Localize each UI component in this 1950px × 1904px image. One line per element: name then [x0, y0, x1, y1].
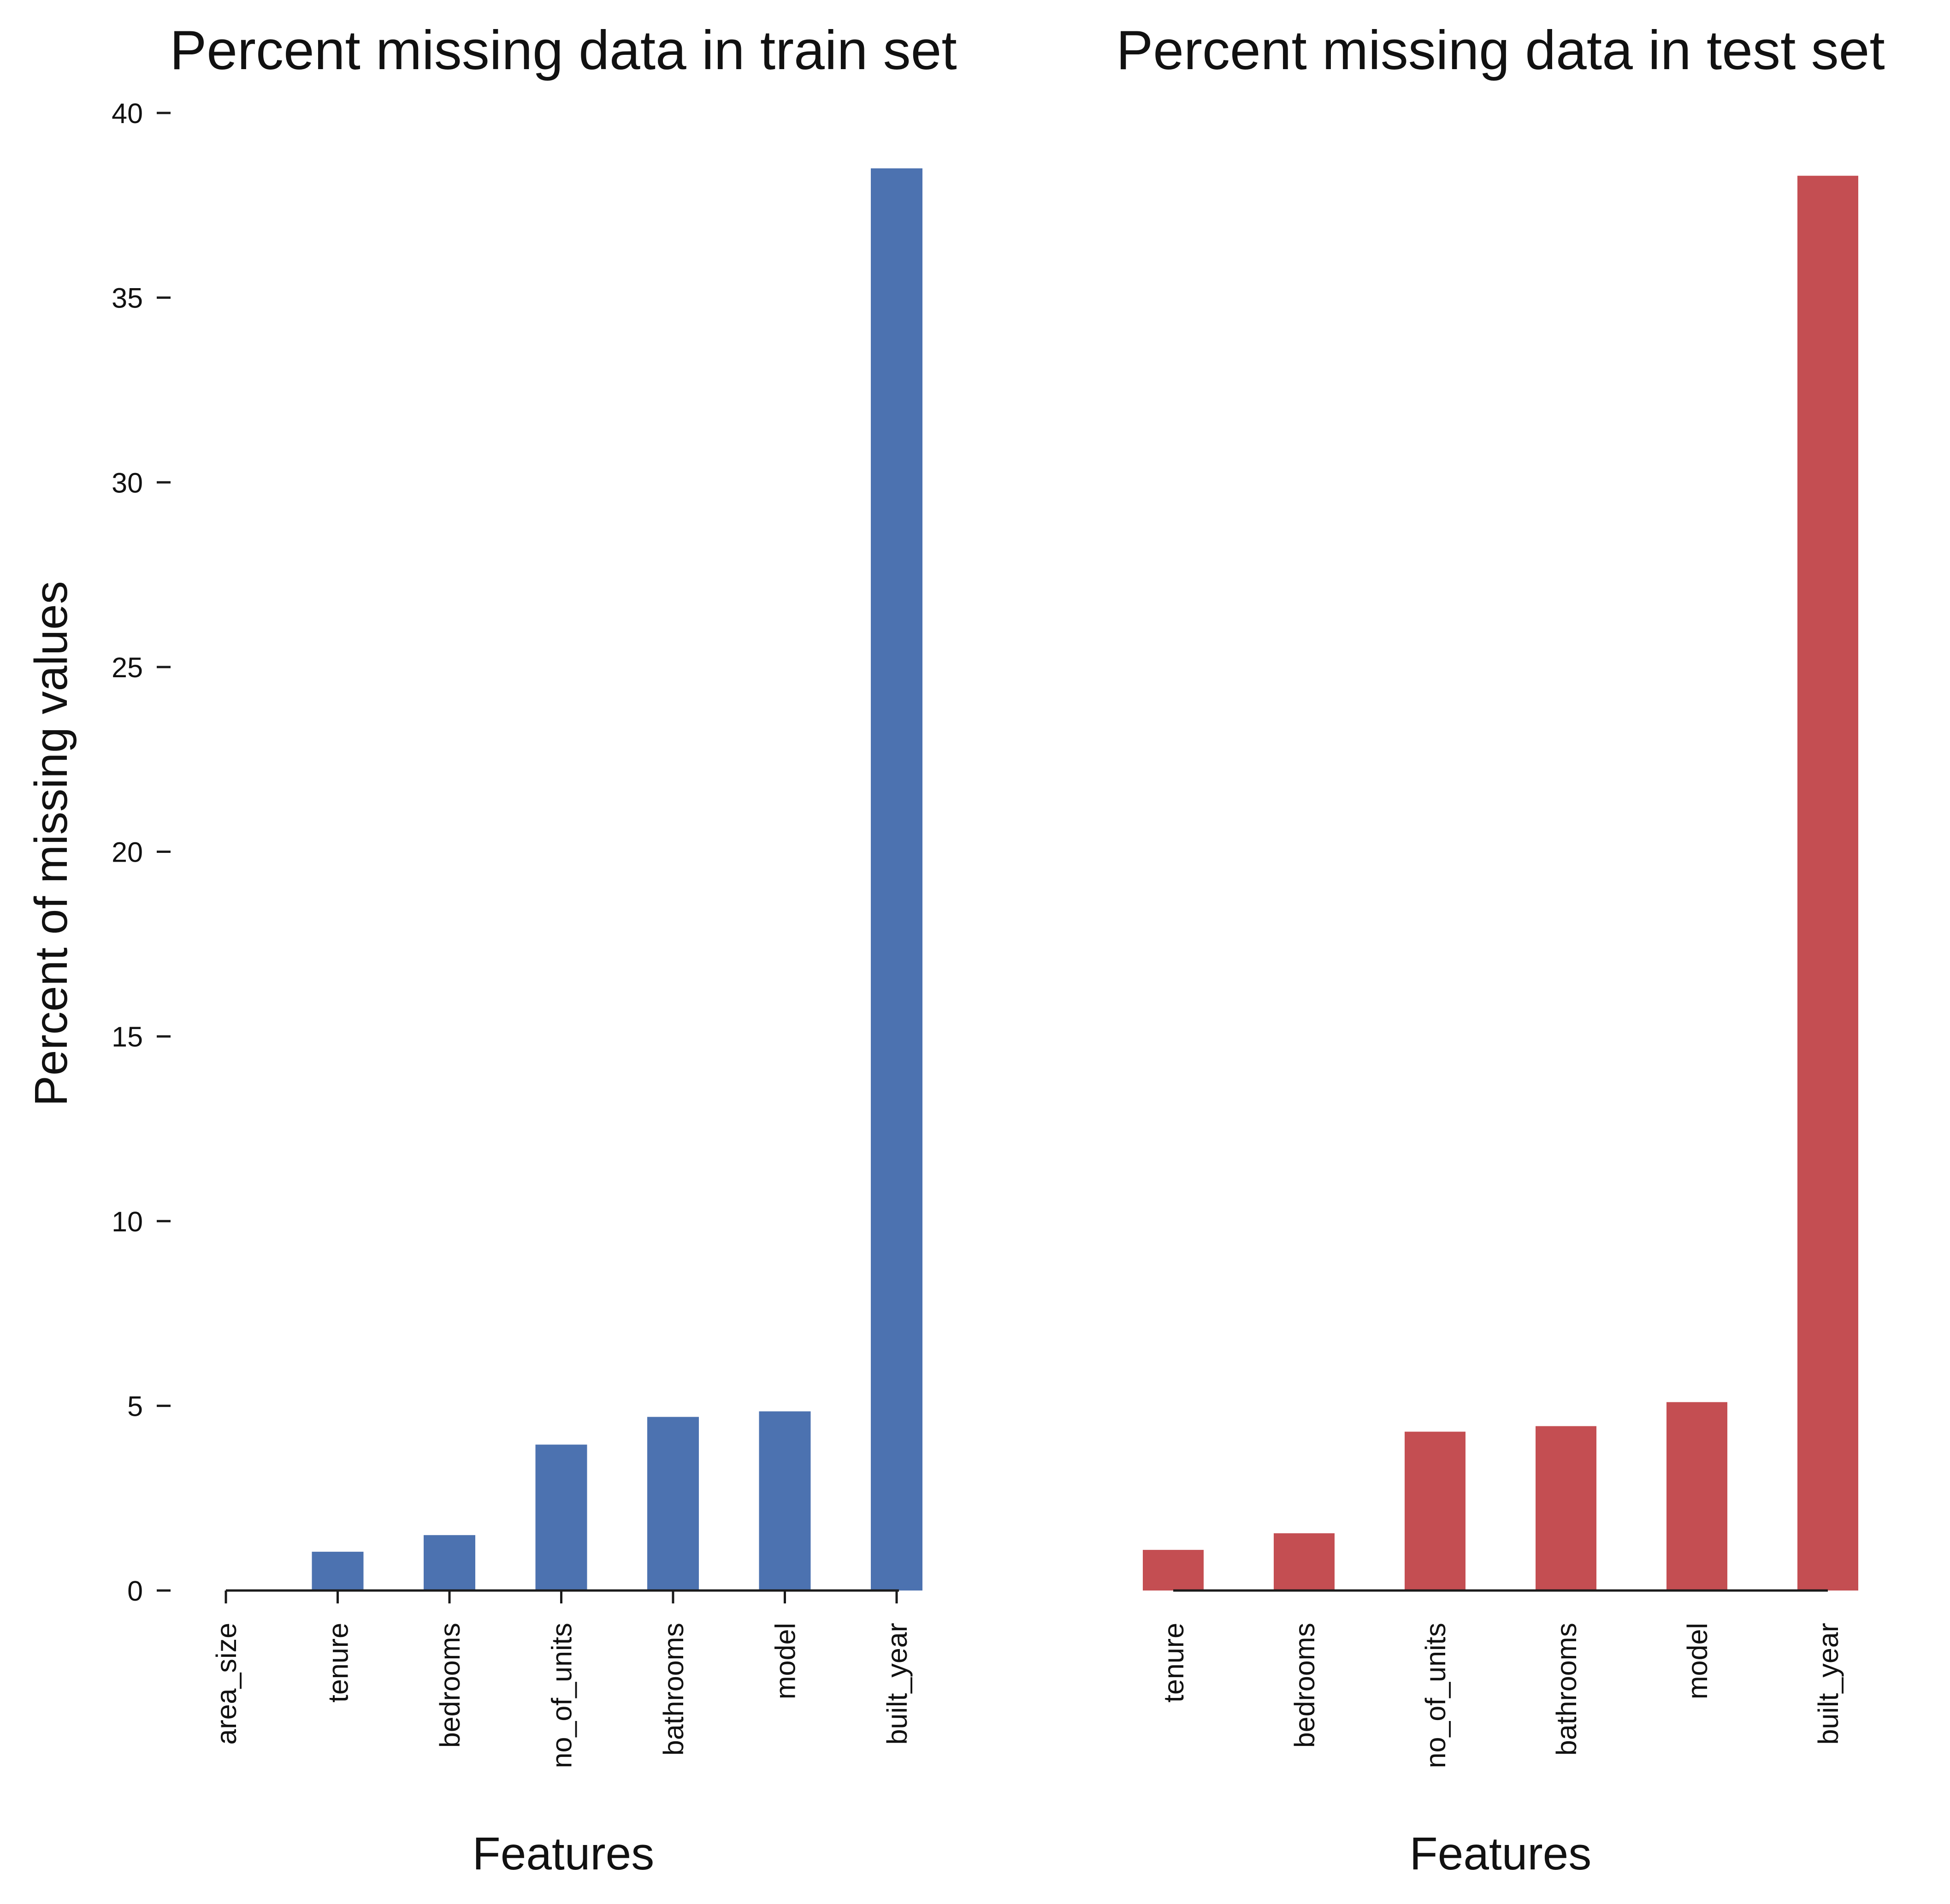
train-y-ticks: 0 5 10 15 20 25 30 35 40: [112, 98, 171, 1607]
train-y-tick-label: 0: [127, 1575, 143, 1607]
test-chart-title: Percent missing data in test set: [1116, 19, 1885, 81]
train-x-ticks: area_size tenure bedrooms no_of_units bathro…: [211, 1591, 913, 1768]
test-bar-no_of_units: [1405, 1431, 1465, 1591]
test-x-tick-label: model: [1682, 1623, 1713, 1699]
test-bar-tenure: [1143, 1549, 1204, 1591]
train-x-tick-label: area_size: [211, 1623, 242, 1745]
train-bar-no_of_units: [535, 1444, 587, 1591]
test-bar-bedrooms: [1274, 1533, 1335, 1591]
train-x-tick-label: tenure: [323, 1623, 354, 1703]
train-y-tick-label: 35: [112, 283, 143, 314]
y-axis-label: Percent of missing values: [25, 581, 77, 1106]
train-y-tick-label: 15: [112, 1021, 143, 1053]
test-chart-panel: Percent missing data in test set Feature…: [1116, 19, 1885, 1880]
train-chart-panel: Percent missing data in train set Percen…: [25, 19, 957, 1880]
test-x-tick-label: no_of_units: [1420, 1623, 1451, 1768]
train-bar-tenure: [312, 1551, 364, 1591]
test-bars: [1143, 176, 1858, 1591]
train-bars: [312, 168, 922, 1591]
train-y-tick-label: 40: [112, 98, 143, 129]
train-y-tick-label: 30: [112, 467, 143, 498]
train-x-axis-label: Features: [473, 1828, 655, 1880]
train-y-tick-label: 20: [112, 837, 143, 868]
train-x-tick-label: model: [770, 1623, 801, 1699]
test-x-ticks: tenure bedrooms no_of_units bathrooms model b…: [1158, 1623, 1844, 1768]
test-bar-model: [1666, 1402, 1727, 1591]
train-bar-built_year: [871, 168, 922, 1591]
test-x-tick-label: bedrooms: [1289, 1623, 1320, 1748]
train-x-tick-label: bathrooms: [658, 1623, 689, 1756]
train-bar-bedrooms: [424, 1535, 475, 1591]
train-y-tick-label: 25: [112, 652, 143, 683]
test-bar-built_year: [1797, 176, 1858, 1591]
train-bar-bathrooms: [647, 1417, 699, 1591]
train-bar-model: [759, 1411, 811, 1591]
test-bar-bathrooms: [1536, 1426, 1596, 1591]
train-y-tick-label: 10: [112, 1206, 143, 1237]
test-x-tick-label: bathrooms: [1551, 1623, 1582, 1756]
train-x-tick-label: bedrooms: [434, 1623, 466, 1748]
train-y-tick-label: 5: [127, 1390, 143, 1422]
test-x-tick-label: built_year: [1813, 1623, 1844, 1745]
train-x-tick-label: built_year: [881, 1623, 913, 1745]
train-chart-title: Percent missing data in train set: [170, 19, 957, 81]
test-x-axis-label: Features: [1410, 1828, 1592, 1880]
train-x-tick-label: no_of_units: [546, 1623, 578, 1768]
test-x-tick-label: tenure: [1158, 1623, 1189, 1703]
